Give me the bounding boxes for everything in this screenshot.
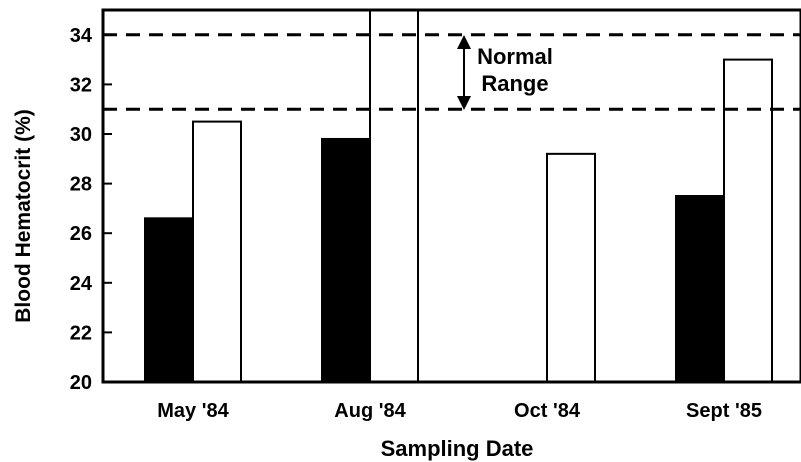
y-tick-label: 34 (70, 25, 93, 47)
x-axis-label: Sampling Date (381, 436, 534, 461)
y-axis-label: Blood Hematocrit (%) (12, 109, 35, 323)
bar-light-1 (369, 9, 419, 383)
y-tick-label: 26 (70, 223, 92, 245)
y-tick-layer: 20 22 24 26 28 30 32 34 (70, 25, 112, 394)
y-tick-label: 28 (70, 174, 92, 196)
x-tick-label: May '84 (157, 400, 229, 422)
annotation-line-1: Normal (477, 44, 553, 69)
y-tick-label: 30 (70, 124, 92, 146)
bar-light-0 (192, 120, 242, 383)
bar-dark-1 (321, 137, 371, 383)
x-tick-label: Sept '85 (686, 400, 762, 422)
reference-lines-layer (103, 33, 801, 111)
bar-light-3 (723, 58, 773, 383)
annotation-line-2: Range (481, 71, 548, 96)
bar-light-2 (546, 152, 596, 383)
x-tick-label: Aug '84 (334, 400, 406, 422)
bars-layer (144, 9, 773, 383)
bar-dark-3 (675, 195, 725, 383)
y-tick-label: 22 (70, 322, 92, 344)
x-tick-label: Oct '84 (514, 400, 581, 422)
y-tick-label: 32 (70, 74, 92, 96)
plot-frame (101, 8, 801, 384)
bar-dark-0 (144, 217, 194, 383)
y-tick-label: 24 (70, 273, 93, 295)
y-tick-label: 20 (70, 372, 92, 394)
x-tick-layer: May '84 Aug '84 Oct '84 Sept '85 (157, 373, 762, 422)
